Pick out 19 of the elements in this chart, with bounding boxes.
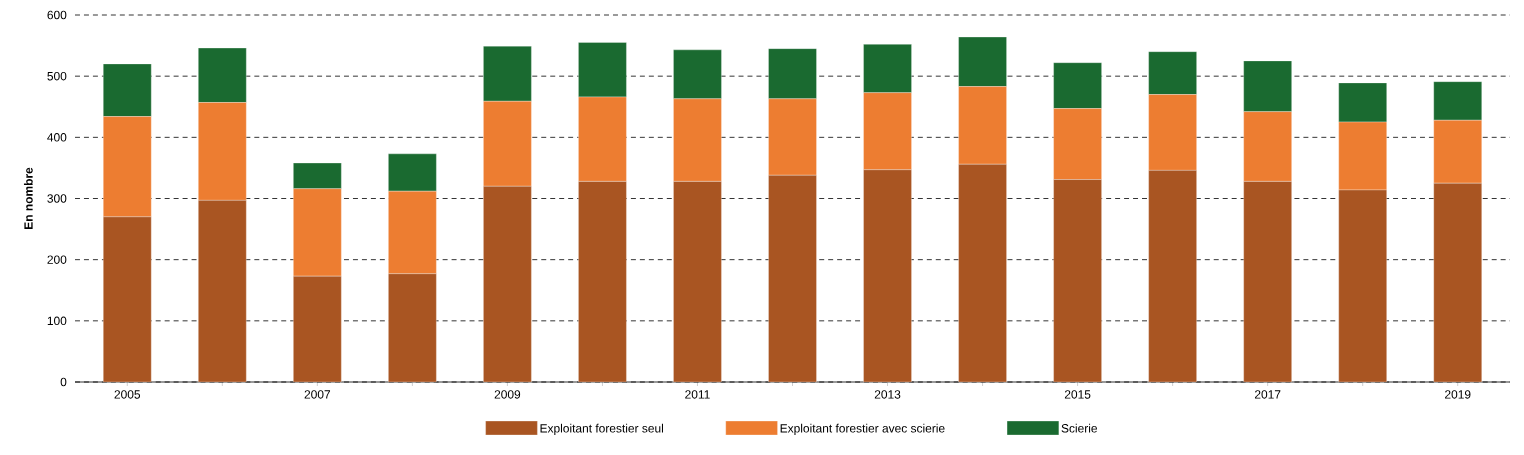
y-axis-title: En nombre — [23, 167, 33, 229]
x-tick-label: 2007 — [304, 390, 331, 399]
x-tick-label: 2017 — [1254, 390, 1281, 399]
y-tick-label: 0 — [60, 377, 67, 387]
y-tick-label: 300 — [47, 194, 67, 203]
x-tick-label: 2019 — [1445, 390, 1471, 399]
y-tick-label: 400 — [47, 133, 67, 142]
y-tick-label: 100 — [47, 316, 67, 326]
y-tick-label: 600 — [47, 10, 67, 20]
legend-label: Scierie — [1061, 423, 1097, 433]
x-tick-label: 2009 — [494, 390, 521, 399]
y-tick-label: 500 — [47, 71, 67, 81]
x-tick-label: 2011 — [685, 390, 710, 399]
legend-label: Exploitant forestier avec scierie — [780, 423, 945, 435]
y-tick-label: 200 — [47, 255, 67, 264]
x-tick-label: 2005 — [114, 390, 141, 399]
legend-label: Exploitant forestier seul — [540, 423, 663, 435]
x-tick-label: 2015 — [1064, 390, 1091, 399]
x-tick-label: 2013 — [874, 390, 901, 399]
